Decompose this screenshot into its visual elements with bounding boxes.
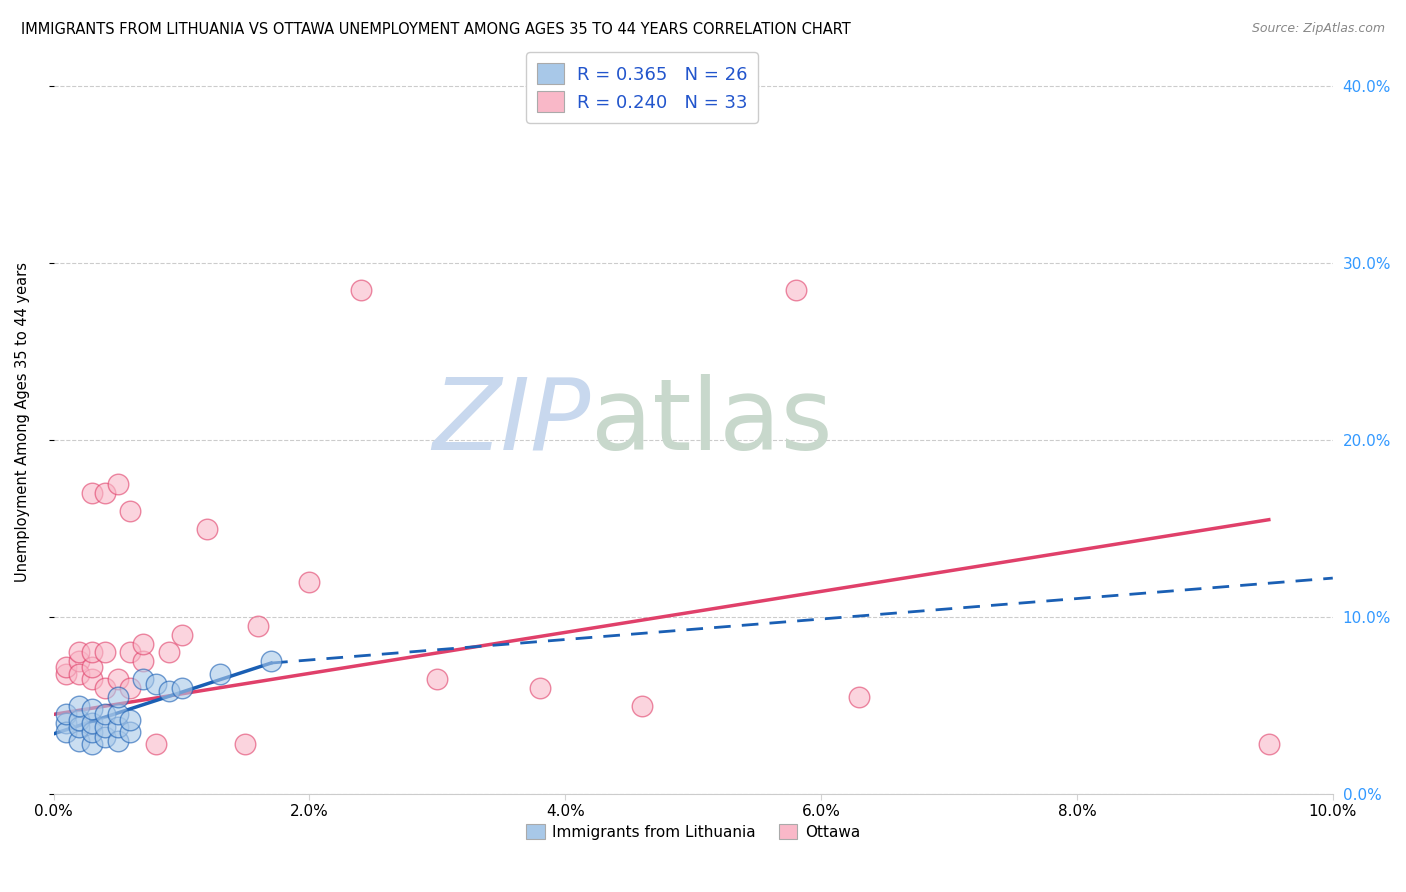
Point (80, 716, 103, 731)
Point (94, 731, 117, 745)
Point (80, 486, 103, 500)
Point (80, 702, 103, 716)
Point (120, 713, 142, 727)
Point (55, 666, 77, 681)
Point (55, 716, 77, 731)
Text: Source: ZipAtlas.com: Source: ZipAtlas.com (1251, 22, 1385, 36)
Y-axis label: Unemployment Among Ages 35 to 44 years: Unemployment Among Ages 35 to 44 years (15, 262, 30, 582)
Point (145, 738, 167, 752)
Point (107, 690, 129, 704)
Text: ZIP: ZIP (433, 374, 591, 471)
Point (260, 654, 283, 668)
Point (132, 672, 155, 686)
Point (145, 677, 167, 691)
Point (157, 684, 180, 698)
Point (55, 725, 77, 739)
Point (80, 659, 103, 673)
Point (120, 504, 142, 518)
Point (67, 666, 90, 681)
Point (107, 734, 129, 748)
Point (67, 713, 90, 727)
Point (80, 738, 103, 752)
Point (157, 645, 180, 659)
Point (107, 477, 129, 491)
Point (132, 654, 155, 668)
Point (1257, 738, 1279, 752)
Point (631, 698, 654, 713)
Point (107, 672, 129, 686)
Point (107, 720, 129, 734)
Point (120, 725, 142, 739)
Point (94, 681, 117, 695)
Point (94, 645, 117, 659)
Point (94, 720, 117, 734)
Point (298, 574, 321, 589)
Point (120, 681, 142, 695)
Point (67, 654, 90, 668)
Point (67, 720, 90, 734)
Point (529, 681, 551, 695)
Point (55, 707, 77, 722)
Point (848, 690, 870, 704)
Point (426, 672, 449, 686)
Point (94, 486, 117, 500)
Point (80, 725, 103, 739)
Legend: Immigrants from Lithuania, Ottawa: Immigrants from Lithuania, Ottawa (520, 818, 866, 846)
Point (349, 283, 371, 297)
Point (170, 681, 193, 695)
Text: atlas: atlas (591, 374, 832, 471)
Point (120, 645, 142, 659)
Point (67, 645, 90, 659)
Point (208, 666, 231, 681)
Point (80, 672, 103, 686)
Point (235, 738, 257, 752)
Point (67, 698, 90, 713)
Point (67, 734, 90, 748)
Point (94, 707, 117, 722)
Point (785, 283, 807, 297)
Point (132, 636, 155, 650)
Point (107, 707, 129, 722)
Point (55, 659, 77, 673)
Text: IMMIGRANTS FROM LITHUANIA VS OTTAWA UNEMPLOYMENT AMONG AGES 35 TO 44 YEARS CORRE: IMMIGRANTS FROM LITHUANIA VS OTTAWA UNEM… (21, 22, 851, 37)
Point (195, 522, 218, 536)
Point (80, 645, 103, 659)
Point (170, 628, 193, 642)
Point (247, 619, 270, 633)
